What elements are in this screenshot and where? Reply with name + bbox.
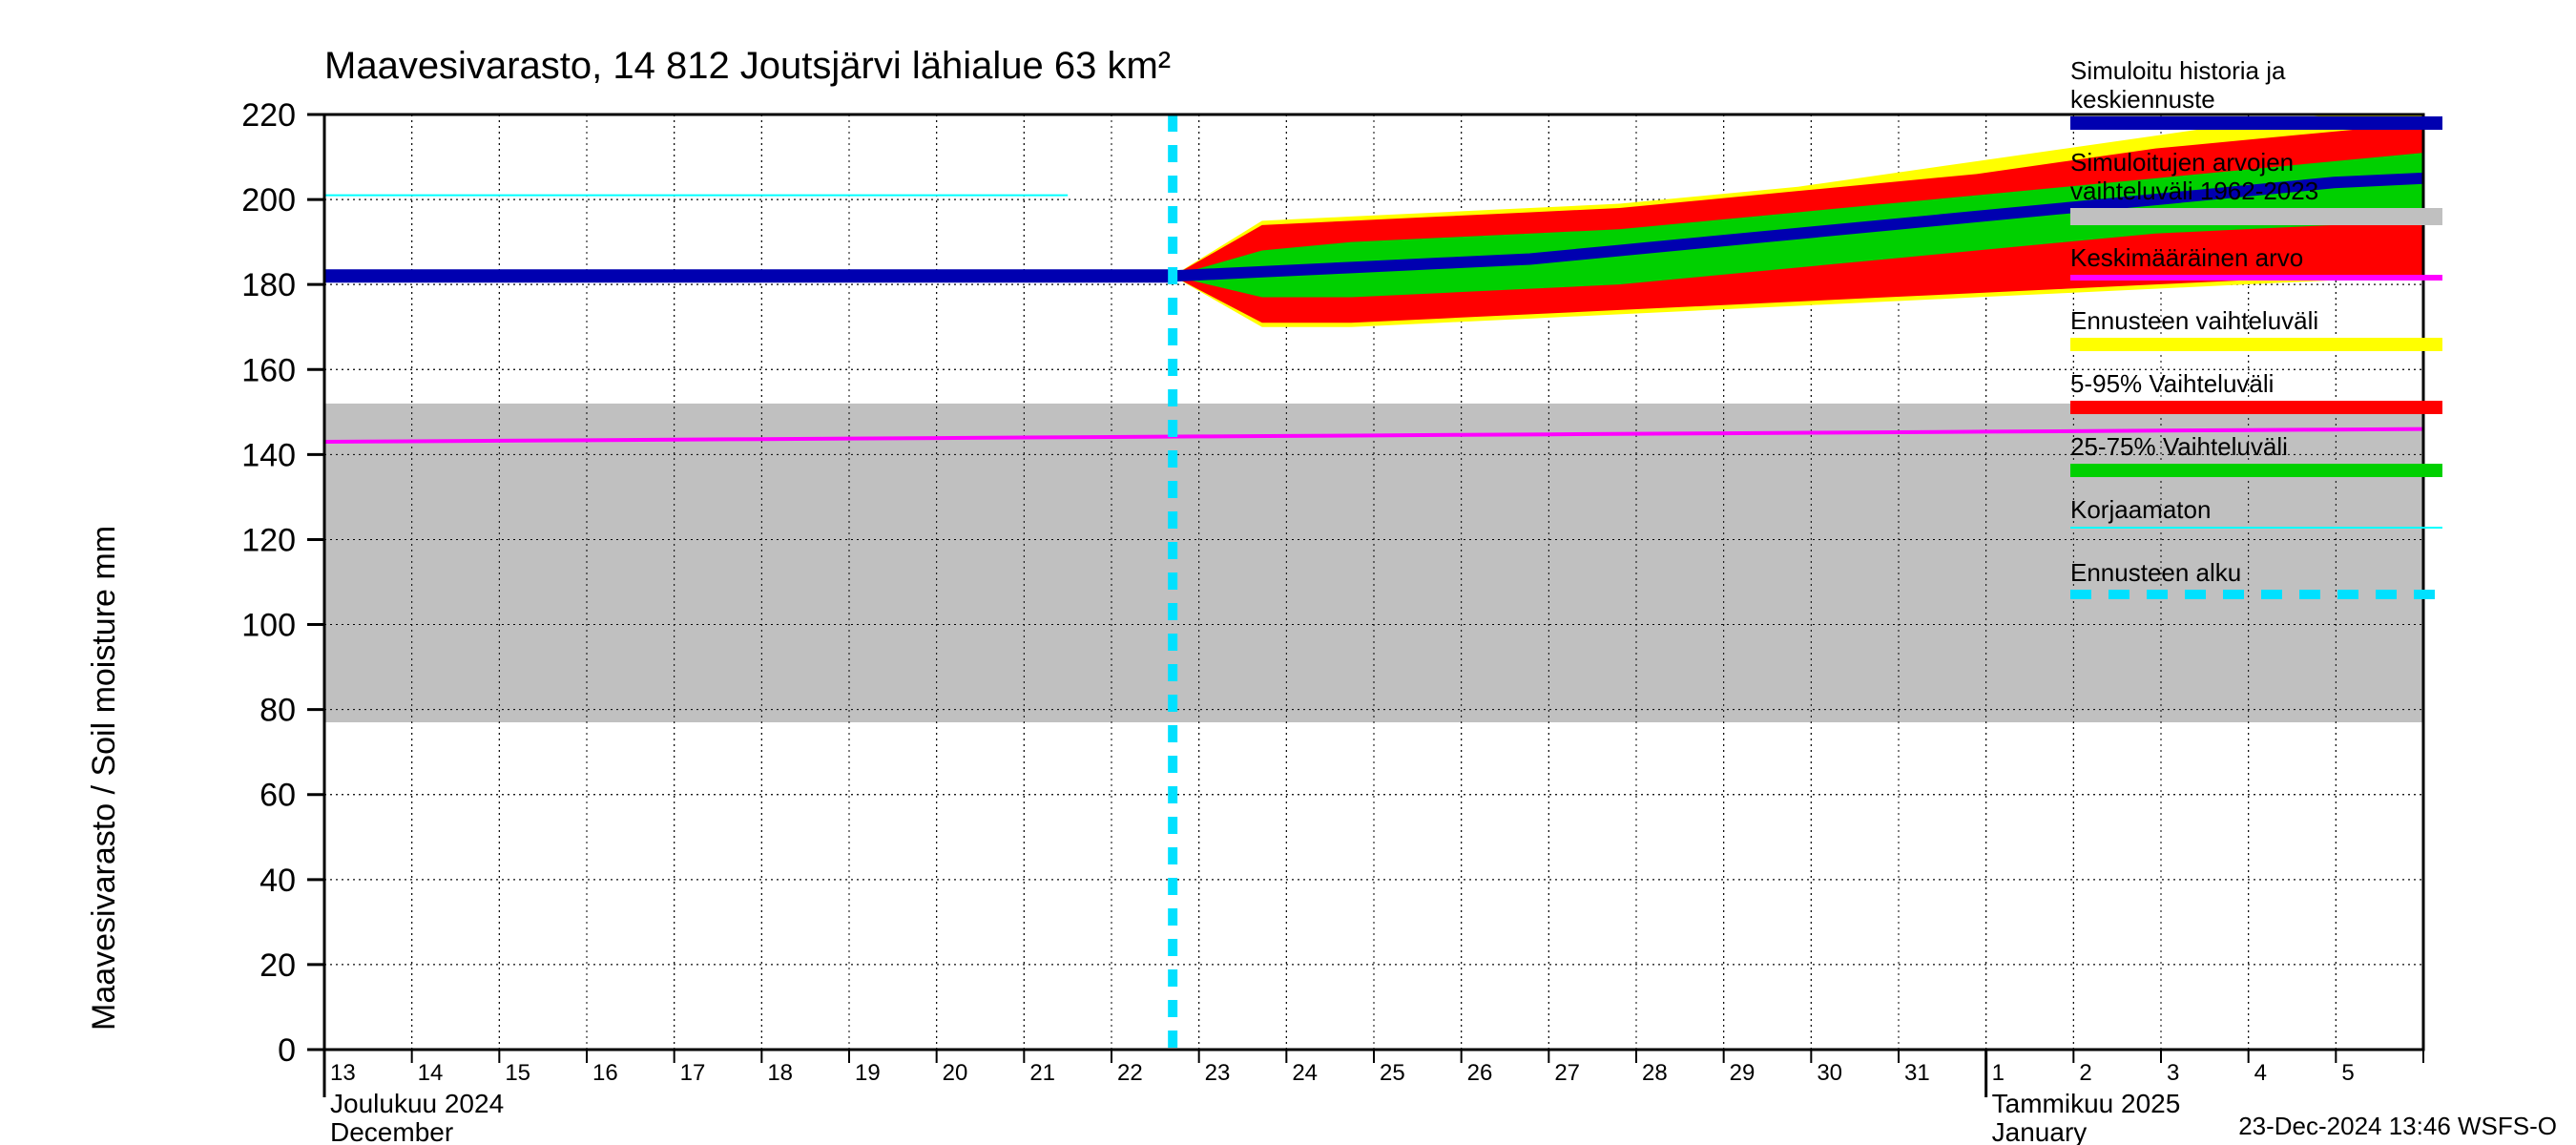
legend-label: Simuloitujen arvojen vaihteluväli 1962-2…: [2070, 149, 2318, 206]
svg-text:30: 30: [1817, 1060, 1842, 1086]
svg-text:28: 28: [1642, 1060, 1668, 1086]
legend-label: 5-95% Vaihteluväli: [2070, 370, 2274, 399]
legend-label: Ennusteen alku: [2070, 559, 2241, 588]
svg-text:Joulukuu 2024: Joulukuu 2024: [330, 1089, 504, 1118]
svg-text:24: 24: [1292, 1060, 1318, 1086]
svg-text:29: 29: [1730, 1060, 1755, 1086]
legend-swatch: [2070, 527, 2442, 529]
svg-text:140: 140: [241, 437, 296, 473]
svg-text:16: 16: [592, 1060, 618, 1086]
svg-text:31: 31: [1904, 1060, 1930, 1086]
svg-text:1: 1: [1992, 1060, 2005, 1086]
svg-text:40: 40: [260, 863, 296, 899]
svg-text:December: December: [330, 1117, 453, 1145]
svg-text:Tammikuu 2025: Tammikuu 2025: [1992, 1089, 2181, 1118]
svg-text:120: 120: [241, 522, 296, 558]
svg-text:5: 5: [2341, 1060, 2354, 1086]
svg-text:2: 2: [2079, 1060, 2091, 1086]
svg-text:160: 160: [241, 352, 296, 388]
svg-text:22: 22: [1117, 1060, 1143, 1086]
svg-text:15: 15: [505, 1060, 530, 1086]
svg-text:100: 100: [241, 608, 296, 644]
chart-stage: 0204060801001201401601802002201314151617…: [0, 0, 2576, 1145]
svg-text:13: 13: [330, 1060, 356, 1086]
svg-text:25: 25: [1380, 1060, 1405, 1086]
svg-text:18: 18: [767, 1060, 793, 1086]
legend-label: Korjaamaton: [2070, 496, 2211, 525]
svg-text:19: 19: [855, 1060, 881, 1086]
legend-swatch: [2070, 464, 2442, 477]
svg-text:80: 80: [260, 693, 296, 729]
legend-label: 25-75% Vaihteluväli: [2070, 433, 2288, 462]
legend-label: Simuloitu historia ja keskiennuste: [2070, 57, 2285, 114]
svg-text:27: 27: [1554, 1060, 1580, 1086]
svg-text:220: 220: [241, 97, 296, 134]
svg-text:180: 180: [241, 267, 296, 303]
footer-timestamp: 23-Dec-2024 13:46 WSFS-O: [2238, 1112, 2557, 1141]
svg-text:January: January: [1992, 1117, 2088, 1145]
legend-swatch: [2070, 208, 2442, 225]
svg-text:21: 21: [1029, 1060, 1055, 1086]
legend-swatch: [2070, 275, 2442, 281]
legend-swatch: [2070, 590, 2442, 599]
svg-text:14: 14: [418, 1060, 444, 1086]
svg-text:26: 26: [1467, 1060, 1493, 1086]
svg-text:3: 3: [2167, 1060, 2179, 1086]
legend-label: Keskimääräinen arvo: [2070, 244, 2303, 273]
svg-text:20: 20: [260, 947, 296, 984]
legend-swatch: [2070, 338, 2442, 351]
svg-text:4: 4: [2254, 1060, 2267, 1086]
svg-text:200: 200: [241, 182, 296, 219]
svg-text:17: 17: [680, 1060, 706, 1086]
svg-text:60: 60: [260, 778, 296, 814]
legend-label: Ennusteen vaihteluväli: [2070, 307, 2318, 336]
legend-swatch: [2070, 401, 2442, 414]
svg-text:20: 20: [943, 1060, 968, 1086]
svg-text:Maavesivarasto, 14 812 Joutsjä: Maavesivarasto, 14 812 Joutsjärvi lähial…: [324, 45, 1171, 87]
legend-swatch: [2070, 116, 2442, 130]
svg-text:0: 0: [278, 1032, 296, 1069]
svg-text:23: 23: [1205, 1060, 1231, 1086]
y-axis-label: Maavesivarasto / Soil moisture mm: [86, 526, 123, 1030]
